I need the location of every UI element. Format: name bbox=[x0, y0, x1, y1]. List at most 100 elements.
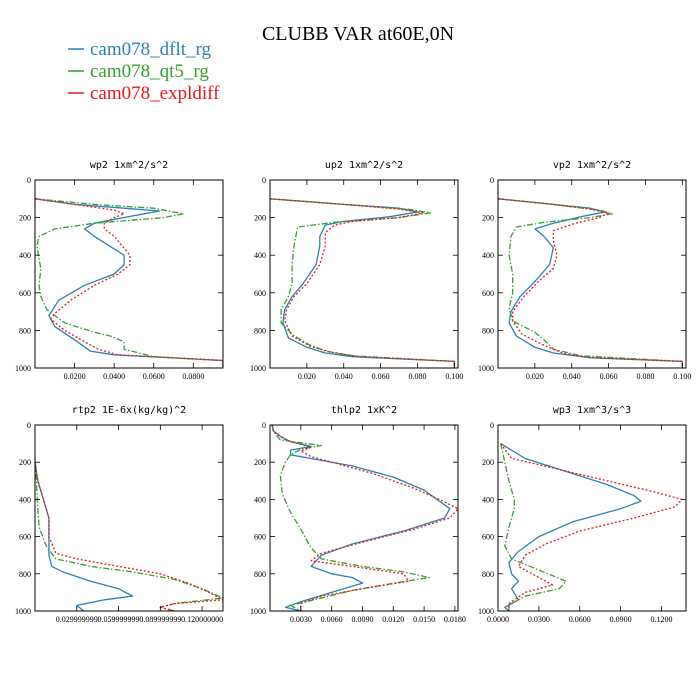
y-tick-label: 0 bbox=[262, 176, 266, 185]
x-tick-label: 0.0400 bbox=[103, 372, 125, 381]
x-tick-label: 0.120000000 bbox=[181, 615, 223, 624]
panel-2: up2 1xm^2/s^2 0 200 400 600 800 1000 0.020 0.040… bbox=[250, 160, 463, 381]
y-tick-label: 600 bbox=[482, 289, 494, 298]
series-line-cam078_qt5_rg bbox=[270, 198, 455, 368]
x-tick-label: 0.0200 bbox=[64, 372, 86, 381]
series-line-cam078_expldiff bbox=[270, 198, 455, 368]
y-tick-label: 400 bbox=[482, 251, 494, 260]
panel-1: wp2 1xm^2/s^2 0 200 400 600 800 1000 0.0200 0.04… bbox=[15, 160, 224, 381]
figure-title: CLUBB VAR at60E,0N bbox=[262, 23, 454, 45]
y-tick-label: 400 bbox=[254, 495, 266, 504]
plot-frame bbox=[34, 179, 224, 369]
y-tick-label: 200 bbox=[19, 458, 31, 467]
panel-title: rtp2 1E-6x(kg/kg)^2 bbox=[72, 405, 186, 416]
y-tick-label: 600 bbox=[19, 289, 31, 298]
y-tick-label: 0 bbox=[27, 421, 31, 430]
y-tick-label: 600 bbox=[254, 533, 266, 542]
y-tick-label: 600 bbox=[482, 533, 494, 542]
series-line-cam078_dflt_rg bbox=[271, 425, 451, 611]
y-tick-label: 200 bbox=[19, 214, 31, 223]
y-tick-label: 200 bbox=[482, 458, 494, 467]
y-tick-label: 200 bbox=[254, 458, 266, 467]
x-tick-label: 0.060 bbox=[372, 372, 390, 381]
panel-title: wp2 1xm^2/s^2 bbox=[90, 160, 168, 171]
y-tick-label: 800 bbox=[254, 570, 266, 579]
panel-5: thlp2 1xK^2 0 200 400 600 800 1000 0.0030 0.0060… bbox=[250, 405, 466, 624]
panel-title: thlp2 1xK^2 bbox=[331, 405, 397, 416]
panel-3: vp2 1xm^2/s^2 0 200 400 600 800 1000 0.020 0.040… bbox=[478, 160, 691, 381]
y-tick-label: 1000 bbox=[250, 364, 266, 373]
series-line-cam078_expldiff bbox=[500, 443, 683, 611]
x-tick-label: 0.100 bbox=[445, 372, 463, 381]
y-tick-label: 200 bbox=[254, 214, 266, 223]
series-line-cam078_dflt_rg bbox=[35, 198, 223, 368]
x-tick-label: 0.020 bbox=[298, 372, 316, 381]
legend-label-cam078_expldiff: cam078_expldiff bbox=[90, 83, 220, 104]
y-tick-label: 0 bbox=[262, 421, 266, 430]
y-tick-label: 200 bbox=[482, 214, 494, 223]
x-tick-label: 0.040 bbox=[563, 372, 581, 381]
x-tick-label: 0.059999999 bbox=[98, 615, 140, 624]
x-tick-label: 0.0300 bbox=[528, 615, 550, 624]
plot-frame bbox=[269, 424, 459, 612]
series-line-cam078_qt5_rg bbox=[271, 425, 430, 611]
x-tick-label: 0.0600 bbox=[143, 372, 165, 381]
series-line-cam078_expldiff bbox=[35, 462, 223, 611]
y-tick-label: 800 bbox=[482, 570, 494, 579]
y-tick-label: 0 bbox=[27, 176, 31, 185]
y-tick-label: 1000 bbox=[478, 364, 494, 373]
x-tick-label: 0.0000 bbox=[487, 615, 509, 624]
y-tick-label: 0 bbox=[490, 176, 494, 185]
y-tick-label: 0 bbox=[490, 421, 494, 430]
series-line-cam078_qt5_rg bbox=[500, 443, 567, 611]
y-tick-label: 800 bbox=[19, 326, 31, 335]
legend: cam078_dflt_rgcam078_qt5_rgcam078_expldi… bbox=[68, 39, 220, 104]
x-tick-label: 0.0180 bbox=[444, 615, 466, 624]
y-tick-label: 400 bbox=[19, 495, 31, 504]
y-tick-label: 1000 bbox=[15, 364, 31, 373]
y-tick-label: 400 bbox=[19, 251, 31, 260]
y-tick-label: 600 bbox=[254, 289, 266, 298]
legend-label-cam078_qt5_rg: cam078_qt5_rg bbox=[90, 61, 209, 82]
x-tick-label: 0.0900 bbox=[610, 615, 632, 624]
y-tick-label: 1000 bbox=[15, 607, 31, 616]
x-tick-label: 0.100 bbox=[673, 372, 691, 381]
plot-frame bbox=[497, 424, 687, 612]
x-tick-label: 0.0090 bbox=[351, 615, 373, 624]
x-tick-label: 0.040 bbox=[335, 372, 353, 381]
legend-label-cam078_dflt_rg: cam078_dflt_rg bbox=[90, 39, 212, 60]
panel-4: rtp2 1E-6x(kg/kg)^2 0 200 400 600 800 1000 0.02… bbox=[15, 405, 224, 624]
y-tick-label: 800 bbox=[19, 570, 31, 579]
x-tick-label: 0.0030 bbox=[290, 615, 312, 624]
x-tick-label: 0.0800 bbox=[182, 372, 204, 381]
x-tick-label: 0.029999999 bbox=[56, 615, 98, 624]
y-tick-label: 1000 bbox=[478, 607, 494, 616]
series-line-cam078_expldiff bbox=[35, 198, 223, 368]
y-tick-label: 1000 bbox=[250, 607, 266, 616]
x-tick-label: 0.0120 bbox=[382, 615, 404, 624]
x-tick-label: 0.0060 bbox=[321, 615, 343, 624]
y-tick-label: 400 bbox=[482, 495, 494, 504]
series-line-cam078_dflt_rg bbox=[270, 198, 455, 368]
x-tick-label: 0.1200 bbox=[650, 615, 672, 624]
y-tick-label: 400 bbox=[254, 251, 266, 260]
plot-frame bbox=[34, 424, 224, 612]
x-tick-label: 0.0600 bbox=[569, 615, 591, 624]
plot-frame bbox=[497, 179, 687, 369]
y-tick-label: 800 bbox=[482, 326, 494, 335]
series-line-cam078_dflt_rg bbox=[498, 198, 683, 368]
x-tick-label: 0.080 bbox=[408, 372, 426, 381]
y-tick-label: 800 bbox=[254, 326, 266, 335]
x-tick-label: 0.060 bbox=[600, 372, 618, 381]
x-tick-label: 0.0150 bbox=[413, 615, 435, 624]
plot-frame bbox=[269, 179, 459, 369]
x-tick-label: 0.020 bbox=[526, 372, 544, 381]
panel-title: vp2 1xm^2/s^2 bbox=[553, 160, 631, 171]
panel-title: wp3 1xm^3/s^3 bbox=[553, 405, 631, 416]
series-line-cam078_dflt_rg bbox=[500, 443, 642, 611]
panel-title: up2 1xm^2/s^2 bbox=[325, 160, 403, 171]
